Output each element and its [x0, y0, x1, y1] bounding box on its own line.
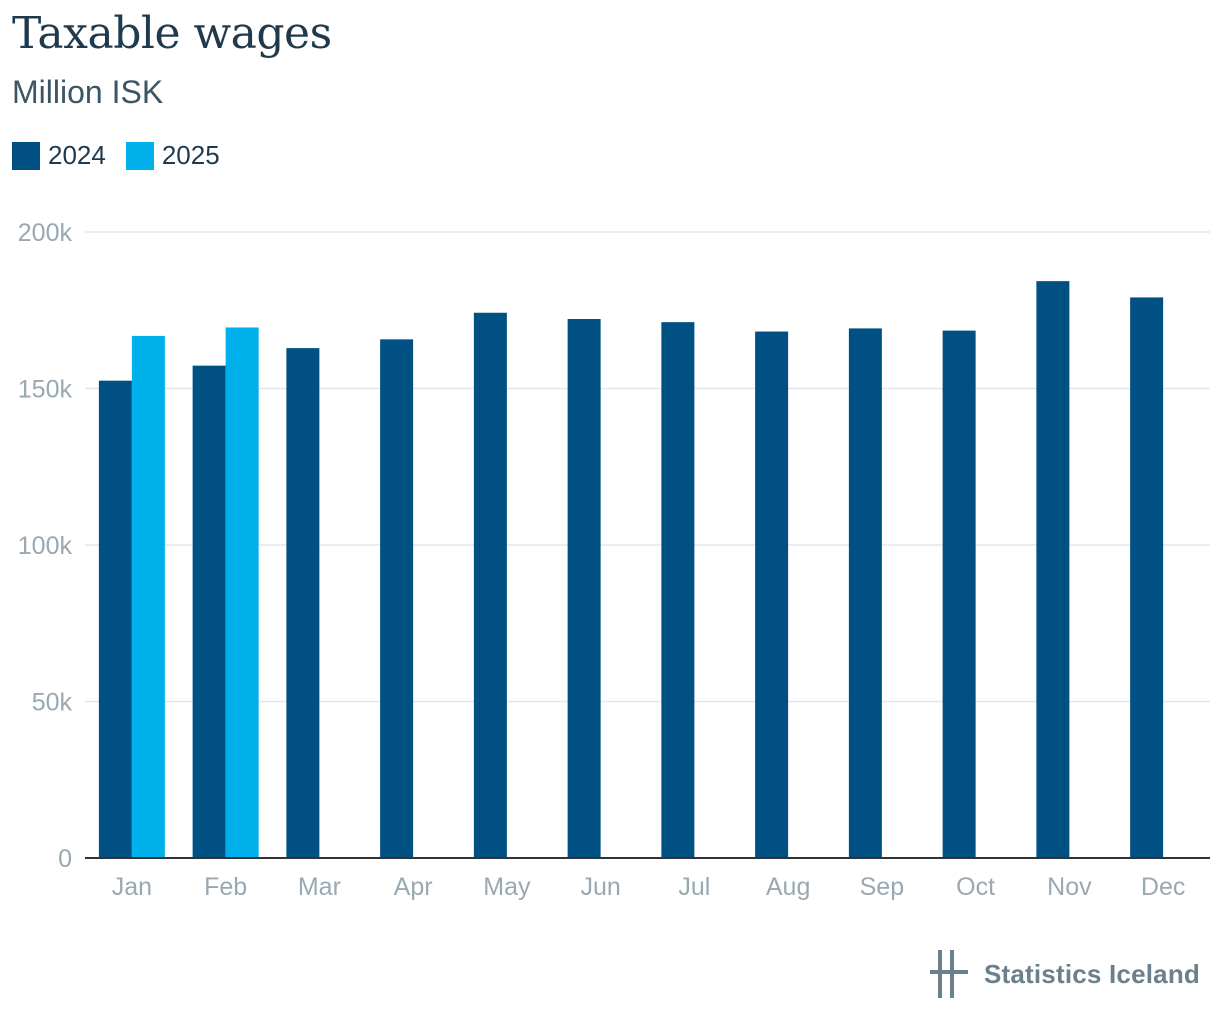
bar-2024-may[interactable] [473, 312, 507, 858]
bar-2025-feb[interactable] [225, 327, 259, 859]
brand-name: Statistics Iceland [983, 958, 1200, 989]
bar-2024-mar[interactable] [286, 348, 320, 858]
bar-2024-jul[interactable] [661, 322, 695, 858]
x-tick-label: Nov [1047, 873, 1092, 901]
x-tick-label: Aug [766, 873, 810, 901]
legend-label-2025: 2025 [161, 140, 220, 170]
legend-swatch-2024 [12, 141, 40, 170]
x-tick-label: Feb [204, 873, 247, 901]
legend-item-2024[interactable]: 2024 [12, 140, 106, 171]
x-tick-label: Apr [394, 873, 433, 901]
gridlines [85, 231, 1210, 703]
bar-2024-jan[interactable] [98, 380, 132, 858]
x-axis-tick-labels: Jan Feb Mar Apr May Jun Jul Aug Sep Oct Nov Dec [112, 873, 1186, 901]
legend-label-2024: 2024 [48, 140, 106, 170]
x-tick-label: Mar [298, 873, 341, 901]
x-tick-label: Sep [860, 873, 904, 901]
x-tick-label: Dec [1141, 873, 1185, 901]
legend-swatch-2025 [125, 141, 154, 170]
bar-2024-dec[interactable] [1130, 297, 1164, 858]
x-tick-label: Jul [678, 873, 710, 901]
statistics-iceland-logo: Statistics Iceland [929, 948, 1200, 1000]
x-tick-label: May [483, 873, 531, 901]
bar-2024-oct[interactable] [942, 330, 976, 859]
y-tick-label: 200k [18, 219, 73, 247]
y-tick-label: 50k [32, 689, 73, 717]
x-tick-label: Jan [112, 873, 152, 901]
chart-title: Taxable wages [12, 8, 332, 59]
y-axis-tick-labels: 0 50k 100k 150k 200k [18, 219, 73, 873]
bar-2024-sep[interactable] [848, 328, 882, 858]
bar-2024-apr[interactable] [380, 339, 414, 858]
y-tick-label: 150k [18, 376, 73, 404]
chart-legend: 2024 2025 [12, 140, 220, 171]
y-tick-label: 0 [58, 845, 72, 873]
bar-2024-jun[interactable] [567, 319, 601, 858]
y-tick-label: 100k [18, 532, 73, 560]
bar-2024-feb[interactable] [192, 365, 226, 858]
statistics-iceland-logo-icon [929, 950, 968, 998]
x-tick-label: Jun [580, 873, 620, 901]
legend-item-2025[interactable]: 2025 [125, 140, 220, 171]
bars [98, 281, 1164, 859]
chart-subtitle: Million ISK [12, 74, 164, 110]
bar-2025-jan[interactable] [131, 335, 165, 858]
bar-2024-aug[interactable] [755, 331, 789, 858]
x-tick-label: Oct [956, 873, 995, 901]
bar-2024-nov[interactable] [1036, 281, 1070, 858]
